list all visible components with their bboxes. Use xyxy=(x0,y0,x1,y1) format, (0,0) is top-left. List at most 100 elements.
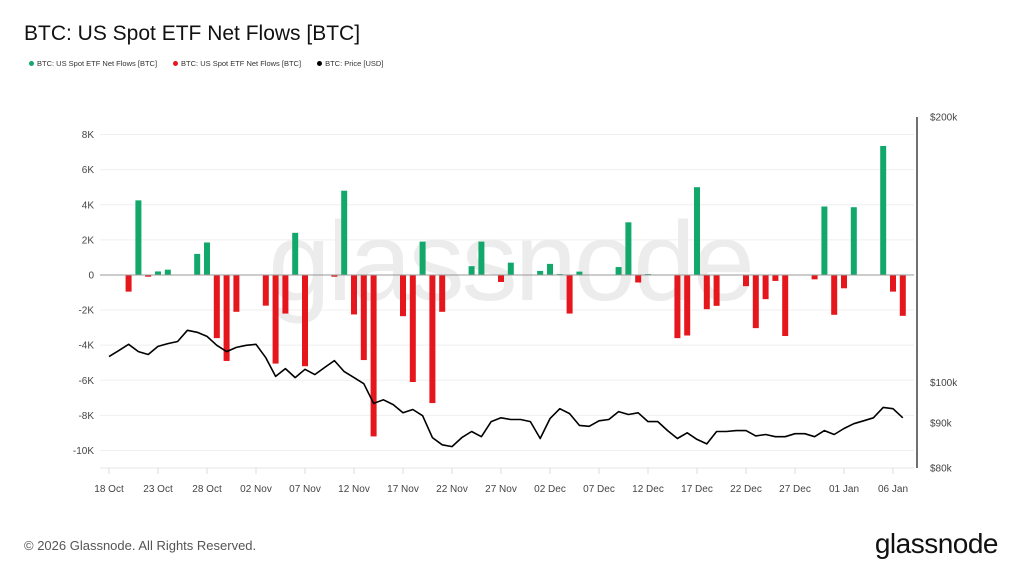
legend-item-inflows[interactable]: BTC: US Spot ETF Net Flows [BTC] xyxy=(29,59,157,68)
legend-item-outflows[interactable]: BTC: US Spot ETF Net Flows [BTC] xyxy=(173,59,301,68)
outflow-bar xyxy=(684,274,691,336)
inflow-bar xyxy=(419,241,426,275)
x-tick-label: 12 Dec xyxy=(632,484,664,495)
outflow-bar xyxy=(498,274,504,282)
outflow-bar xyxy=(351,274,357,315)
inflow-bar xyxy=(880,145,887,275)
inflow-bar xyxy=(194,253,201,275)
inflow-bar xyxy=(204,242,210,275)
inflow-bar xyxy=(694,187,700,275)
outflow-bar xyxy=(429,274,436,404)
x-tick-label: 27 Nov xyxy=(485,484,517,495)
legend: BTC: US Spot ETF Net Flows [BTC] BTC: US… xyxy=(29,59,383,68)
inflow-bar xyxy=(292,232,299,275)
y-tick-label: -8K xyxy=(78,411,94,422)
inflow-bar xyxy=(341,190,348,275)
watermark: glassnode xyxy=(268,199,752,324)
inflow-bar xyxy=(135,200,142,275)
chart-title: BTC: US Spot ETF Net Flows [BTC] xyxy=(24,22,361,45)
outflow-bar xyxy=(635,274,642,283)
outflow-bar xyxy=(772,274,779,281)
x-tick-label: 22 Nov xyxy=(436,484,468,495)
y-tick-label: -10K xyxy=(73,446,94,457)
outflow-bar xyxy=(331,274,338,277)
x-tick-label: 12 Nov xyxy=(338,484,370,495)
y-tick-label: -4K xyxy=(78,341,94,352)
outflow-bar xyxy=(743,274,749,287)
x-tick-label: 06 Jan xyxy=(878,484,908,495)
x-tick-label: 17 Dec xyxy=(681,484,713,495)
outflow-bar xyxy=(762,274,769,300)
y-tick-label: 8K xyxy=(82,130,95,141)
x-tick-label: 07 Dec xyxy=(583,484,615,495)
x-tick-label: 22 Dec xyxy=(730,484,762,495)
right-tick-label: $80k xyxy=(930,464,953,475)
inflow-bar xyxy=(821,206,828,275)
outflow-bar xyxy=(272,274,279,364)
outflow-bar xyxy=(409,274,416,383)
inflow-bar xyxy=(576,271,583,275)
inflow-bar xyxy=(468,266,475,275)
legend-label: BTC: US Spot ETF Net Flows [BTC] xyxy=(181,59,302,68)
inflow-bar xyxy=(537,270,544,275)
outflow-bar xyxy=(145,274,152,277)
x-tick-label: 17 Nov xyxy=(387,484,419,495)
outflow-bar xyxy=(370,274,377,437)
y-tick-label: 6K xyxy=(82,165,95,176)
legend-label: BTC: Price [USD] xyxy=(325,59,384,68)
legend-dot-black-icon xyxy=(317,61,323,66)
x-tick-label: 02 Nov xyxy=(240,484,272,495)
outflow-bar xyxy=(782,274,789,337)
outflow-bar xyxy=(566,274,573,314)
inflow-bar xyxy=(507,262,514,275)
x-tick-label: 18 Oct xyxy=(94,484,124,495)
outflow-bar xyxy=(233,274,240,312)
outflow-bar xyxy=(841,274,847,289)
outflow-bar xyxy=(400,274,406,317)
right-tick-label: $90k xyxy=(930,418,953,429)
outflow-bar xyxy=(674,274,681,339)
right-tick-label: $200k xyxy=(930,113,958,124)
outflow-bar xyxy=(213,274,220,339)
glassnode-logo[interactable]: glassnode xyxy=(874,528,999,559)
outflow-bar xyxy=(831,274,838,315)
x-tick-label: 02 Dec xyxy=(534,484,566,495)
y-tick-label: -6K xyxy=(78,376,94,387)
outflow-bar xyxy=(282,274,289,314)
price-line xyxy=(108,329,904,448)
outflow-bar xyxy=(752,274,759,329)
x-tick-label: 28 Oct xyxy=(192,484,222,495)
legend-label: BTC: US Spot ETF Net Flows [BTC] xyxy=(37,59,158,68)
legend-item-price[interactable]: BTC: Price [USD] xyxy=(317,59,383,68)
outflow-bar xyxy=(703,274,710,310)
inflow-bar xyxy=(478,241,485,275)
x-tick-label: 01 Jan xyxy=(829,484,859,495)
inflow-bar xyxy=(850,207,857,275)
outflow-bar xyxy=(890,274,896,292)
x-tick-label: 27 Dec xyxy=(779,484,811,495)
inflow-bar xyxy=(547,263,553,275)
outflow-bar xyxy=(262,274,269,306)
legend-dot-red-icon xyxy=(173,61,179,66)
outflow-bar xyxy=(899,274,906,316)
inflow-bar xyxy=(625,222,632,275)
outflow-bar xyxy=(439,274,446,312)
outflow-bar xyxy=(360,274,367,361)
outflow-bar xyxy=(223,274,230,361)
outflow-bar xyxy=(125,274,132,292)
copyright: © 2026 Glassnode. All Rights Reserved. xyxy=(24,538,257,553)
y-tick-label: 4K xyxy=(82,200,95,211)
legend-dot-green-icon xyxy=(29,61,34,66)
outflow-bar xyxy=(713,274,720,306)
inflow-bar xyxy=(155,271,161,275)
x-tick-label: 23 Oct xyxy=(143,484,173,495)
y-tick-label: -2K xyxy=(78,306,94,317)
inflow-bar xyxy=(615,267,622,275)
outflow-bar xyxy=(302,274,308,367)
right-tick-label: $100k xyxy=(930,378,958,389)
inflow-bar xyxy=(164,269,171,275)
outflow-bar xyxy=(811,274,818,280)
y-tick-label: 0 xyxy=(88,270,94,281)
x-tick-label: 07 Nov xyxy=(289,484,321,495)
